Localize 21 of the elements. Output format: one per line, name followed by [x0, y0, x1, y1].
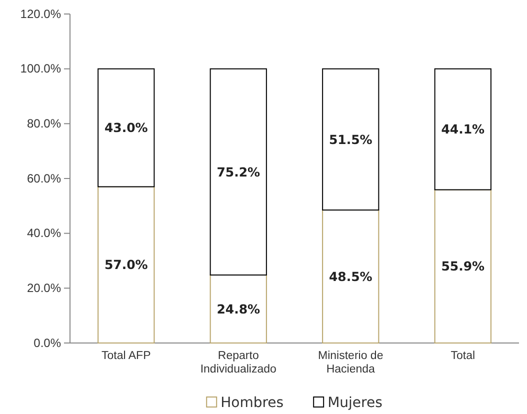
x-tick-label: Ministerio de Hacienda: [318, 350, 384, 376]
data-label: 48.5%: [328, 268, 373, 284]
data-label: 44.1%: [441, 122, 486, 137]
legend-label: Mujeres: [328, 394, 382, 411]
x-tick-label: Reparto Individualizado: [200, 350, 276, 376]
y-tick-label: 80.0%: [26, 116, 62, 131]
legend-label: Hombres: [220, 394, 284, 411]
data-label: 75.2%: [216, 164, 261, 180]
data-label: 51.5%: [328, 132, 373, 147]
data-label: 55.9%: [441, 258, 486, 274]
y-tick-label: 60.0%: [26, 171, 62, 186]
data-label: 24.8%: [216, 301, 261, 316]
data-label: 43.0%: [104, 120, 148, 136]
x-tick-label: Total AFP: [102, 350, 152, 362]
y-tick-label: 0.0%: [34, 336, 62, 350]
y-tick-label: 100.0%: [20, 62, 62, 76]
data-label: 57.0%: [104, 257, 148, 272]
y-tick-label: 40.0%: [26, 226, 62, 240]
y-tick-label: 120.0%: [20, 6, 62, 21]
y-tick-label: 20.0%: [26, 281, 62, 296]
x-tick-label: Total: [450, 350, 476, 362]
